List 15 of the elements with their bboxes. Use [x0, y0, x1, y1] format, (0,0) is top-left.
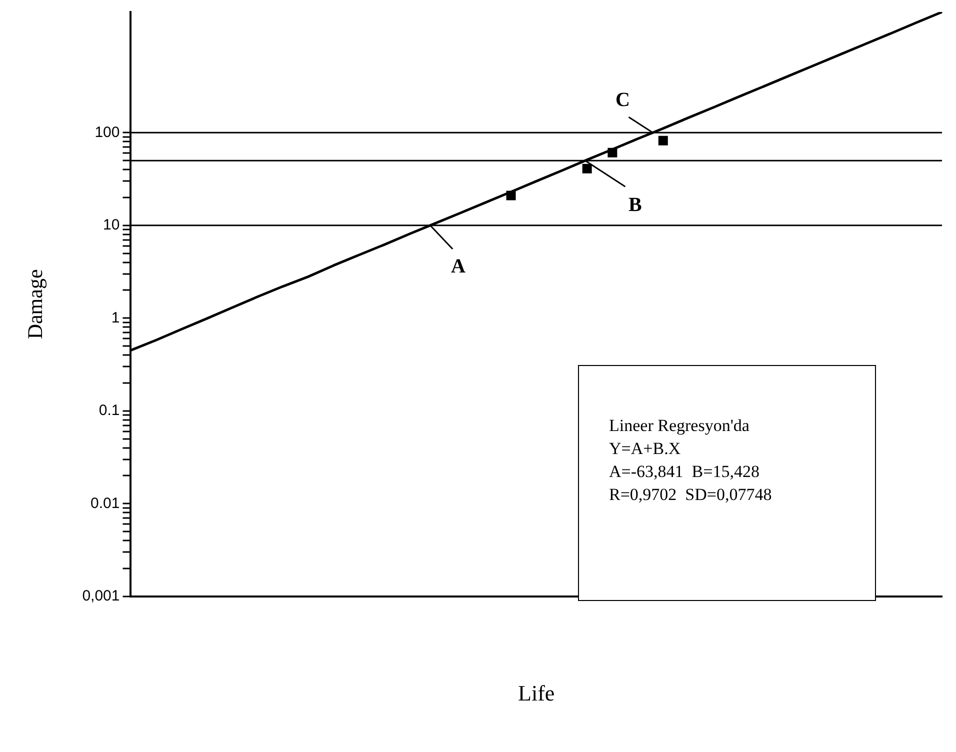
annotation: Lineer Regresyon'da: [609, 415, 750, 437]
y-tick-label: 0.1: [98, 402, 120, 420]
annotation: A: [450, 256, 466, 278]
y-tick-label: 10: [103, 216, 120, 234]
annotation: A=-63,841 B=15,428: [609, 461, 760, 483]
annotation: R=0,9702 SD=0,07748: [609, 484, 773, 506]
y-axis-title: Damage: [23, 269, 48, 340]
x-axis-title: Life: [518, 680, 555, 706]
y-tick-label: 1: [111, 309, 120, 326]
y-tick-label: 0,001: [82, 588, 120, 605]
annotation: Y=A+B.X: [609, 438, 682, 460]
y-tick-label: 100: [94, 124, 120, 141]
y-tick-label: 0.01: [90, 494, 120, 512]
annotation: B: [628, 194, 642, 216]
annotation: C: [616, 88, 630, 111]
